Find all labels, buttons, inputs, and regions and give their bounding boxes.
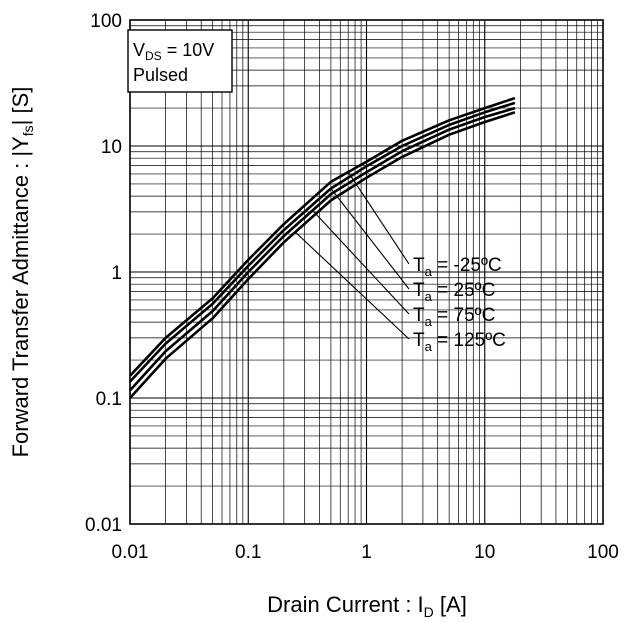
y-tick-labels: 0.01 0.1 1 10 100 (85, 11, 122, 536)
x-tick-label: 10 (474, 542, 495, 563)
y-tick-label: 0.01 (85, 515, 122, 536)
y-tick-label: 0.1 (96, 389, 122, 410)
y-tick-label: 100 (90, 11, 122, 32)
legend-label-1: Ta = -25ºC (413, 255, 502, 279)
legend-leader-lines (294, 171, 410, 340)
leader-line-3 (312, 210, 410, 315)
legend-label-2: Ta = 25ºC (413, 280, 495, 304)
x-axis-title: Drain Current : ID [A] (267, 592, 467, 620)
legend-label-4: Ta = 125ºC (413, 330, 506, 354)
x-tick-label: 0.1 (235, 542, 261, 563)
series-line-3 (129, 106, 516, 392)
x-tick-label: 100 (587, 542, 619, 563)
y-axis-title: Forward Transfer Admittance : |Yfs| [S] (8, 87, 36, 458)
series-line-4 (129, 111, 516, 399)
grid-lines (129, 20, 603, 525)
leader-line-4 (294, 231, 410, 340)
series-line-1 (129, 96, 516, 377)
plot-frame (129, 19, 604, 525)
conditions-box: VDS = 10V Pulsed (127, 29, 233, 93)
y-tick-label: 10 (101, 137, 122, 158)
x-tick-labels: 0.01 0.1 1 10 100 (112, 542, 619, 563)
conditions-line1: VDS = 10V (133, 40, 214, 63)
conditions-line2: Pulsed (133, 65, 188, 85)
leader-line-1 (347, 171, 410, 265)
legend-label-3: Ta = 75ºC (413, 305, 495, 329)
leader-line-2 (330, 188, 410, 290)
x-tick-label: 1 (361, 542, 372, 563)
y-tick-label: 1 (111, 263, 122, 284)
x-tick-label: 0.01 (112, 542, 149, 563)
series-curves (129, 96, 516, 399)
